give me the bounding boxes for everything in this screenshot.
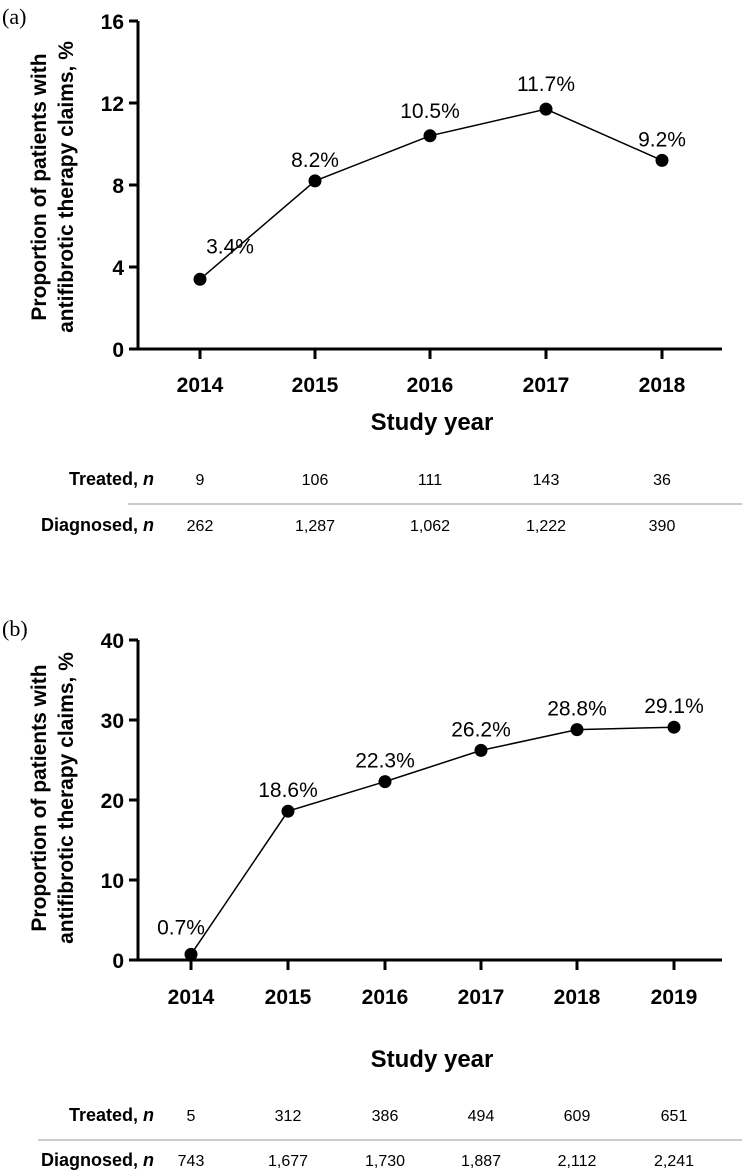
y-tick-label-a: 0 bbox=[112, 339, 124, 362]
x-tick-label-b: 2015 bbox=[265, 986, 312, 1009]
diagnosed-cell-b: 1,730 bbox=[365, 1153, 405, 1170]
x-axis-title-b: Study year bbox=[371, 1046, 494, 1073]
data-label-b: 22.3% bbox=[355, 750, 415, 773]
y-tick-label-a: 4 bbox=[112, 257, 124, 280]
y-tick-label-a: 16 bbox=[101, 11, 124, 34]
y-tick-label-a: 12 bbox=[101, 93, 124, 116]
x-tick-label-b: 2016 bbox=[362, 986, 409, 1009]
treated-cell-b: 609 bbox=[564, 1108, 591, 1125]
data-point-a bbox=[193, 272, 207, 286]
diagnosed-cell-a: 1,287 bbox=[295, 518, 335, 535]
diagnosed-label-b: Diagnosed, n bbox=[41, 1150, 154, 1170]
table-cells-b: 5 312 386 494 609 651 743 1,677 1,730 1,887 2,112 2… bbox=[178, 1108, 694, 1170]
y-axis-title-b-line1: Proportion of patients with bbox=[28, 664, 51, 931]
x-tick-label-b: 2019 bbox=[651, 986, 698, 1009]
y-tick-label-b: 10 bbox=[101, 870, 124, 893]
data-point-b bbox=[667, 720, 681, 734]
treated-label-b: Treated, n bbox=[69, 1105, 154, 1125]
data-point-a bbox=[423, 129, 437, 143]
treated-cell-a: 143 bbox=[533, 472, 560, 489]
panel-label-a: (a) bbox=[2, 4, 26, 29]
x-tick-label-a: 2017 bbox=[523, 374, 570, 397]
x-tick-label-a: 2018 bbox=[639, 374, 686, 397]
diagnosed-cell-a: 262 bbox=[187, 518, 214, 535]
y-tick-label-a: 8 bbox=[112, 175, 124, 198]
diagnosed-cell-b: 2,241 bbox=[654, 1153, 694, 1170]
x-tick-label-b: 2018 bbox=[554, 986, 601, 1009]
diagnosed-cell-a: 390 bbox=[649, 518, 676, 535]
data-label-a: 8.2% bbox=[291, 149, 339, 172]
y-tick-label-b: 20 bbox=[101, 790, 124, 813]
data-point-b bbox=[184, 947, 198, 961]
data-point-b bbox=[281, 804, 295, 818]
x-tick-label-b: 2017 bbox=[458, 986, 505, 1009]
data-label-b: 18.6% bbox=[258, 779, 318, 802]
treated-cell-b: 494 bbox=[468, 1108, 495, 1125]
chart-b: (b) Proportion of patients with antifibr… bbox=[2, 616, 742, 1170]
data-label-b: 28.8% bbox=[547, 698, 607, 721]
x-axis-title-a: Study year bbox=[371, 409, 494, 436]
diagnosed-cell-a: 1,062 bbox=[410, 518, 450, 535]
data-point-a bbox=[308, 174, 322, 188]
treated-label-a: Treated, n bbox=[69, 469, 154, 489]
chart-a: (a) Proportion of patients with antifibr… bbox=[2, 4, 742, 535]
diagnosed-cell-b: 1,677 bbox=[268, 1153, 308, 1170]
data-label-a: 10.5% bbox=[400, 100, 460, 123]
data-point-b bbox=[378, 775, 392, 789]
data-point-b bbox=[474, 743, 488, 757]
panel-label-b: (b) bbox=[2, 616, 28, 641]
x-tick-label-a: 2015 bbox=[292, 374, 339, 397]
treated-cell-a: 111 bbox=[418, 472, 442, 489]
diagnosed-cell-b: 2,112 bbox=[558, 1153, 597, 1170]
series-line-b bbox=[190, 726, 675, 955]
data-point-b bbox=[570, 723, 584, 737]
y-axis-title-a-line1: Proportion of patients with bbox=[28, 53, 51, 320]
treated-cell-b: 312 bbox=[275, 1108, 302, 1125]
data-label-a: 3.4% bbox=[206, 235, 254, 258]
diagnosed-cell-b: 743 bbox=[178, 1153, 205, 1170]
data-label-b: 0.7% bbox=[157, 916, 205, 939]
y-axis-title-b-line2: antifibrotic therapy claims, % bbox=[55, 652, 78, 944]
data-label-b: 26.2% bbox=[451, 718, 511, 741]
data-point-a bbox=[655, 153, 669, 167]
treated-cell-a: 106 bbox=[302, 472, 329, 489]
y-axis-title-a-line2: antifibrotic therapy claims, % bbox=[55, 41, 78, 333]
treated-cell-a: 36 bbox=[653, 472, 671, 489]
chart-a-marks: 0 4 8 12 16 2014 2015 2016 2017 2018 3.4% 8.2% 10.5%… bbox=[101, 11, 722, 397]
treated-cell-a: 9 bbox=[196, 472, 205, 489]
x-tick-label-b: 2014 bbox=[168, 986, 215, 1009]
y-tick-label-b: 0 bbox=[112, 950, 124, 973]
diagnosed-label-a: Diagnosed, n bbox=[41, 515, 154, 535]
x-tick-label-a: 2016 bbox=[407, 374, 454, 397]
y-tick-label-b: 30 bbox=[101, 710, 124, 733]
data-label-b: 29.1% bbox=[644, 695, 704, 718]
x-tick-label-a: 2014 bbox=[177, 374, 224, 397]
diagnosed-cell-b: 1,887 bbox=[461, 1153, 501, 1170]
y-tick-label-b: 40 bbox=[101, 630, 124, 653]
treated-cell-b: 386 bbox=[372, 1108, 399, 1125]
data-label-a: 9.2% bbox=[638, 128, 686, 151]
diagnosed-cell-a: 1,222 bbox=[526, 518, 566, 535]
data-label-a: 11.7% bbox=[517, 73, 575, 96]
chart-b-marks: 0 10 20 30 40 2014 2015 2016 2017 2018 2019 0.7% 18.… bbox=[101, 630, 722, 1009]
data-point-a bbox=[539, 102, 553, 116]
table-cells-a: 9 106 111 143 36 262 1,287 1,062 1,222 390 bbox=[187, 472, 676, 535]
treated-cell-b: 5 bbox=[187, 1108, 196, 1125]
treated-cell-b: 651 bbox=[661, 1108, 688, 1125]
